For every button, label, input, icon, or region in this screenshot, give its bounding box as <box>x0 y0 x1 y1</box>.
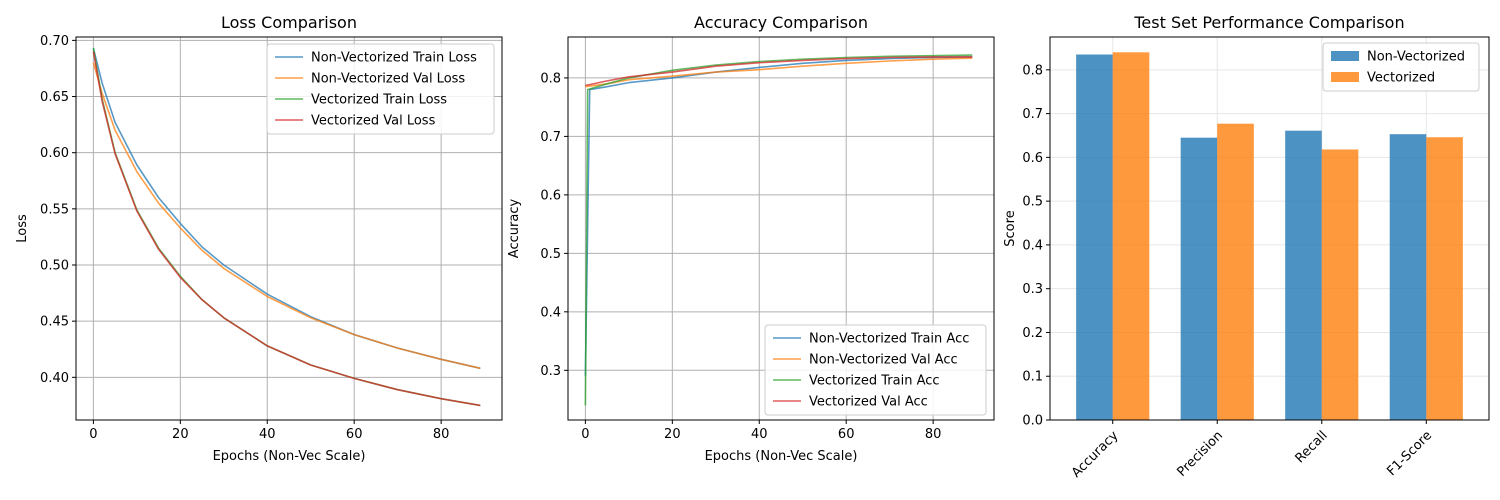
series-line-2 <box>92 62 481 370</box>
legend-swatch <box>1331 51 1359 61</box>
y-tick-label: 0.70 <box>40 34 69 49</box>
y-tick-label: 0.6 <box>1022 151 1043 166</box>
x-tick-label: 0 <box>89 427 97 442</box>
bar-f1-score-non-vectorized <box>1389 134 1427 420</box>
bar-f1-score-vectorized <box>1426 137 1463 420</box>
x-tick-label: Recall <box>1293 428 1331 466</box>
x-axis-label: Epochs (Non-Vec Scale) <box>705 449 858 464</box>
legend-box <box>764 324 987 416</box>
y-tick-label: 0.3 <box>540 364 561 379</box>
legend-label: Vectorized Train Loss <box>311 93 447 108</box>
y-tick-label: 0.40 <box>40 371 69 386</box>
bar-accuracy-non-vectorized <box>1076 54 1113 420</box>
series-line-1 <box>584 56 973 377</box>
legend-swatch <box>1331 72 1359 82</box>
plot-frame <box>75 36 503 421</box>
x-tick-label: Accuracy <box>1069 428 1122 481</box>
bar-precision-vectorized <box>1217 123 1254 421</box>
y-tick-label: 0.8 <box>1022 63 1043 78</box>
y-tick-label: 0.60 <box>40 146 69 161</box>
legend-label: Non-Vectorized Train Loss <box>311 51 477 66</box>
y-tick-label: 0.5 <box>1022 195 1043 210</box>
x-tick-label: Precision <box>1174 428 1226 480</box>
plot-frame <box>1049 36 1490 421</box>
legend: Non-Vectorized Train Acc Non-Vectorized V… <box>764 324 987 416</box>
chart-1: Loss Comparison 0 20 40 60 80 0.40 0.45 0.50 0.55… <box>15 13 503 464</box>
x-tick-label: 0 <box>581 427 589 442</box>
y-tick-label: 0.3 <box>1022 282 1043 297</box>
y-tick-label: 0.5 <box>540 247 561 262</box>
y-tick-label: 0.6 <box>540 188 561 203</box>
y-axis-label: Accuracy <box>507 199 522 259</box>
x-tick-label: 60 <box>346 427 363 442</box>
legend-label: Non-Vectorized Val Acc <box>809 353 958 368</box>
bar-accuracy-vectorized <box>1112 52 1150 420</box>
legend-label: Non-Vectorized <box>1367 50 1465 65</box>
legend: Non-Vectorized Train Loss Non-Vectorized … <box>266 43 495 135</box>
x-tick-label: 60 <box>838 427 855 442</box>
x-tick-label: 40 <box>751 427 768 442</box>
x-tick-label: 80 <box>925 427 942 442</box>
series-line-4 <box>92 51 481 407</box>
legend-label: Non-Vectorized Val Loss <box>311 72 465 87</box>
y-tick-label: 0.4 <box>540 305 561 320</box>
x-tick-label: 20 <box>664 427 681 442</box>
x-axis-label: Epochs (Non-Vec Scale) <box>213 449 366 464</box>
y-tick-label: 0.0 <box>1022 414 1043 429</box>
chart-title: Test Set Performance Comparison <box>1133 13 1404 32</box>
x-tick-label: 20 <box>172 427 189 442</box>
y-axis-label: Loss <box>15 214 30 243</box>
legend-label: Non-Vectorized Train Acc <box>809 332 969 347</box>
legend-label: Vectorized Val Loss <box>311 114 436 129</box>
chart-3: Test Set Performance Comparison Accuracy P… <box>1003 13 1490 481</box>
plot-frame <box>567 36 995 421</box>
y-tick-label: 0.65 <box>40 90 69 105</box>
y-tick-label: 0.55 <box>40 202 69 217</box>
bar-recall-vectorized <box>1321 149 1359 421</box>
y-axis-label: Score <box>1003 210 1018 246</box>
series-line-4 <box>585 56 973 87</box>
legend-box <box>1322 42 1480 92</box>
legend-box <box>266 43 495 135</box>
y-tick-label: 0.1 <box>1022 370 1043 385</box>
y-tick-label: 0.50 <box>40 259 69 274</box>
bar-recall-non-vectorized <box>1285 130 1322 421</box>
chart-title: Loss Comparison <box>221 13 357 32</box>
legend: Non-Vectorized Vectorized <box>1322 42 1480 92</box>
chart-title: Accuracy Comparison <box>694 13 868 32</box>
y-tick-label: 0.7 <box>540 130 561 145</box>
legend-label: Vectorized Train Acc <box>809 374 940 389</box>
x-tick-label: 40 <box>259 427 276 442</box>
chart-2: Accuracy Comparison 0 20 40 60 80 0.3 0.4 0.5 0.6… <box>507 13 995 464</box>
legend-label: Vectorized Val Acc <box>809 395 928 410</box>
y-tick-label: 0.4 <box>1022 238 1043 253</box>
legend-label: Vectorized <box>1367 71 1435 86</box>
x-tick-label: 80 <box>433 427 450 442</box>
y-tick-label: 0.45 <box>40 315 69 330</box>
y-tick-label: 0.7 <box>1022 107 1043 122</box>
bar-precision-non-vectorized <box>1180 137 1218 420</box>
y-tick-label: 0.8 <box>540 71 561 86</box>
series-line-3 <box>584 54 973 406</box>
x-tick-label: F1-Score <box>1384 428 1435 479</box>
y-tick-label: 0.2 <box>1022 326 1043 341</box>
